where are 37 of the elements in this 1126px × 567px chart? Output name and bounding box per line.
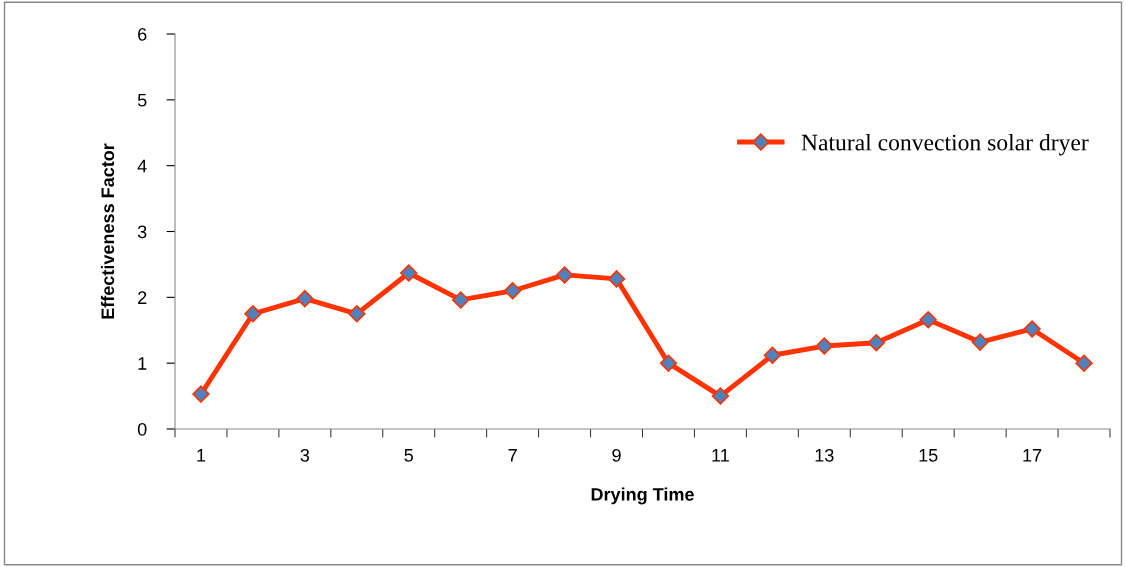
y-tick-label: 0	[137, 422, 147, 436]
y-tick-label: 6	[138, 27, 147, 41]
y-tick-label: 4	[137, 159, 147, 173]
point	[555, 266, 574, 284]
x-tick-label: 17	[1023, 449, 1042, 462]
y-tick-label: 2	[138, 291, 147, 304]
x-axis-title: Drying Time	[591, 487, 694, 505]
point	[1075, 354, 1093, 372]
point	[400, 264, 418, 282]
point	[452, 291, 470, 309]
x-tick-label: 1	[197, 449, 206, 462]
x-tick-label: 11	[712, 449, 729, 462]
point	[711, 387, 730, 405]
point	[296, 289, 314, 308]
point	[348, 305, 366, 323]
point	[1023, 320, 1041, 338]
point	[607, 270, 626, 288]
x-tick-label: 13	[815, 448, 834, 462]
point	[244, 305, 262, 323]
x-tick-label: 9	[612, 448, 621, 462]
y-tick-label: 5	[137, 93, 147, 107]
point	[971, 333, 989, 351]
x-tick-label: 7	[508, 449, 517, 462]
y-tick-label: 1	[138, 357, 147, 370]
point	[192, 385, 210, 403]
point	[867, 334, 885, 352]
y-tick-label: 3	[137, 225, 147, 239]
point	[503, 282, 522, 300]
x-tick-label: 15	[919, 449, 938, 462]
point	[815, 337, 833, 355]
y-axis-title: Effectiveness Factor	[100, 143, 115, 319]
x-tick-label: 5	[404, 449, 414, 462]
point	[659, 354, 678, 372]
point	[919, 311, 937, 329]
x-tick-label: 3	[300, 448, 310, 462]
legend-label: Natural convection solar dryer	[801, 133, 1089, 156]
point	[763, 346, 782, 364]
